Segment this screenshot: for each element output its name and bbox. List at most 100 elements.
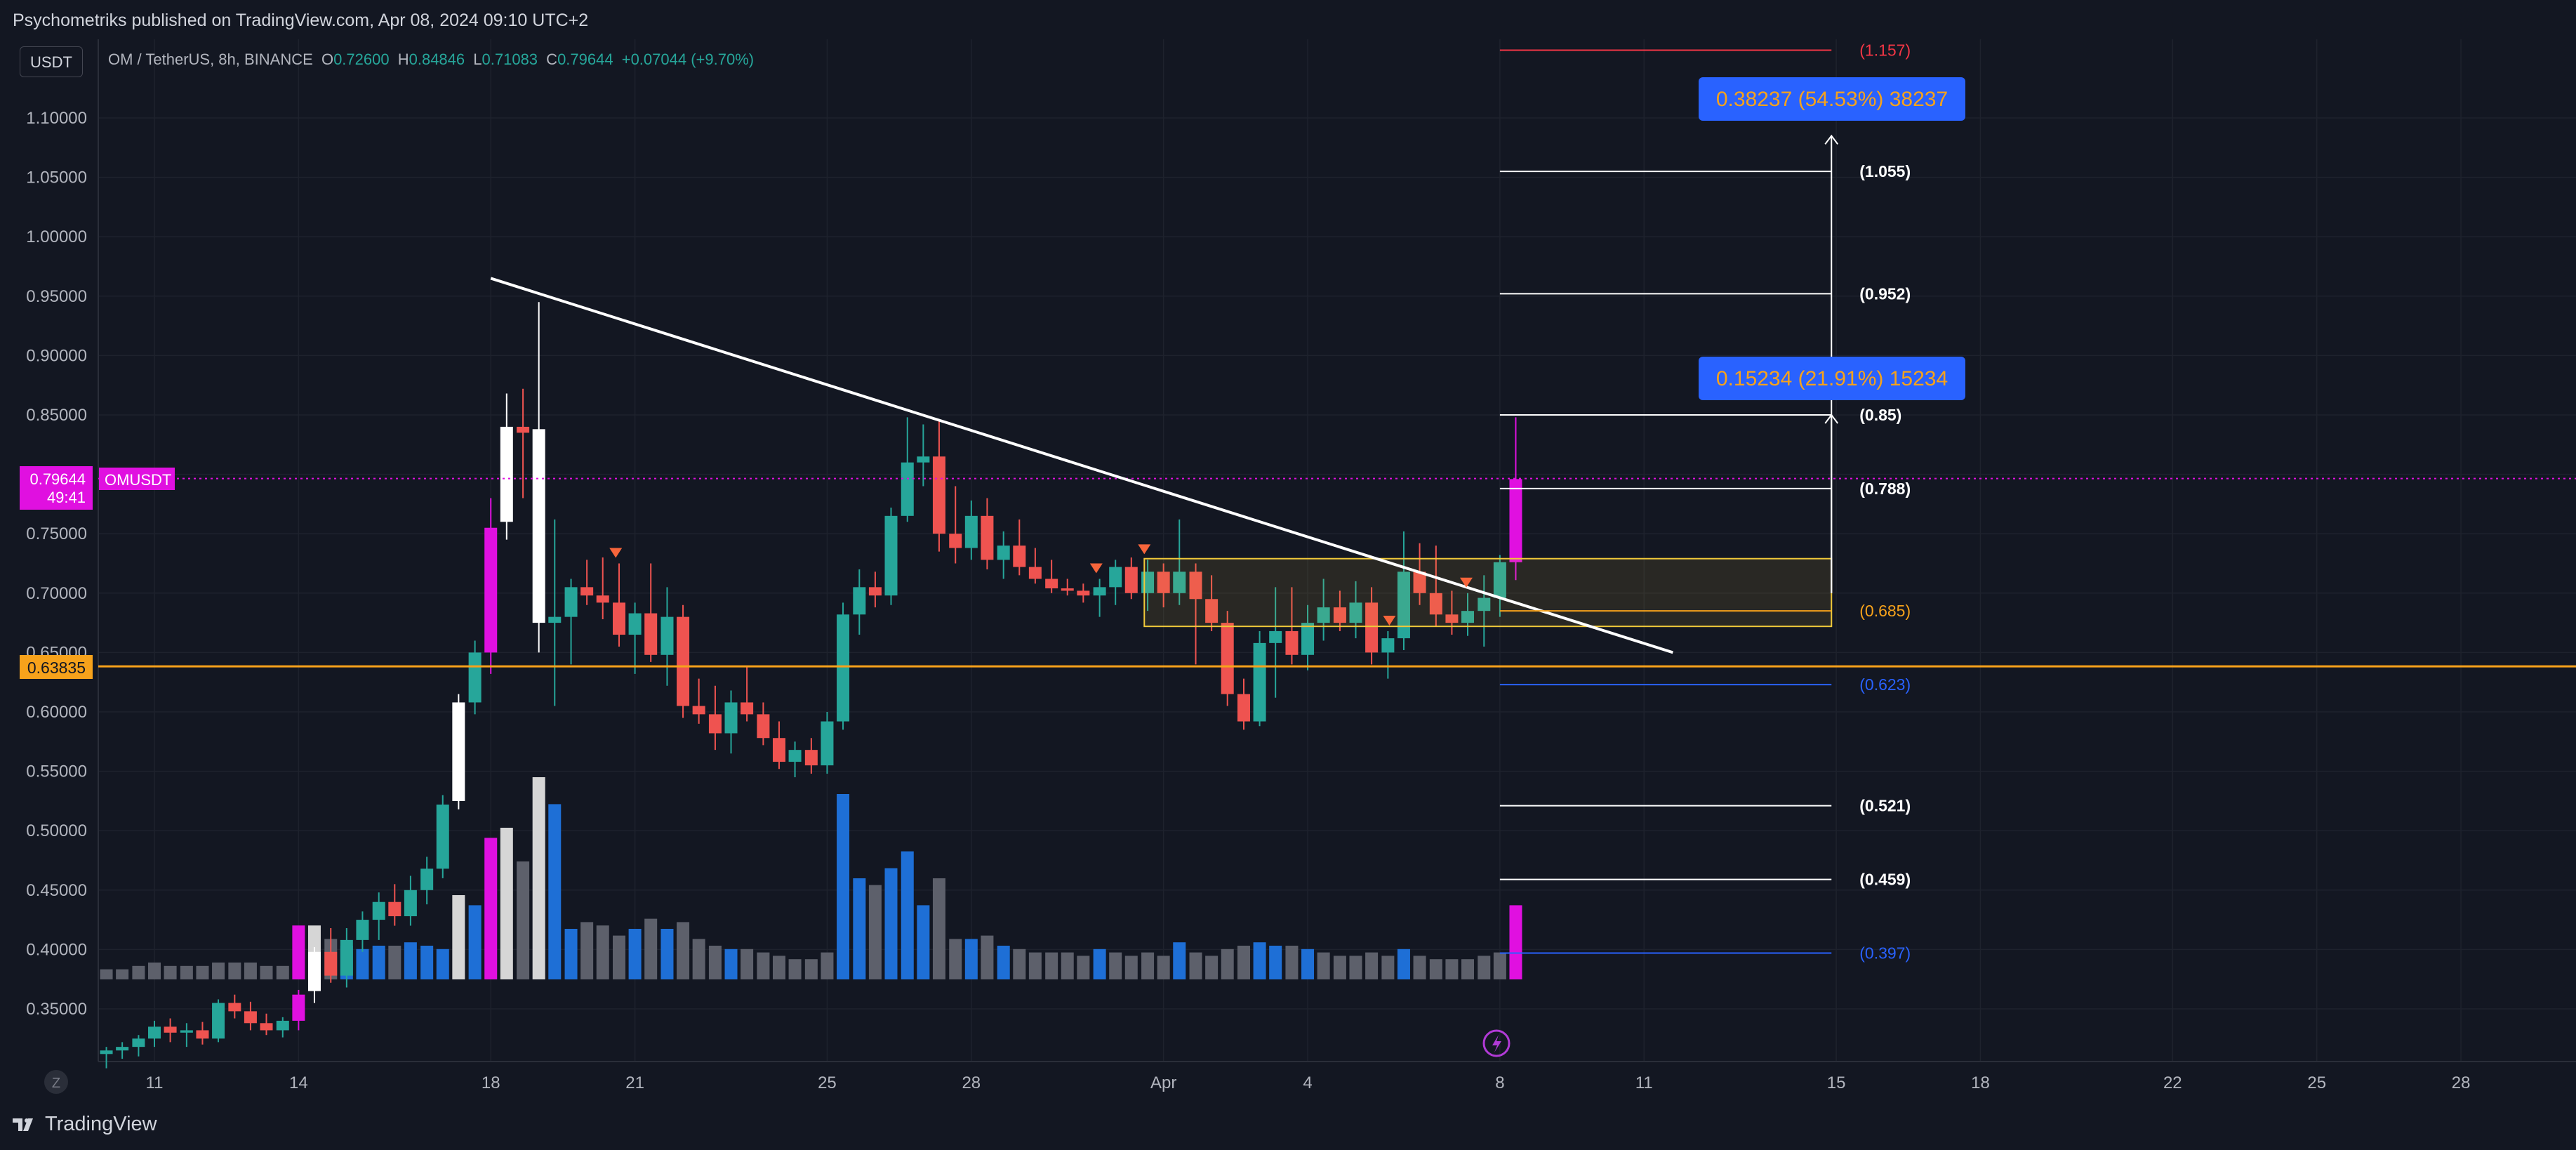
volume-bar — [1397, 949, 1410, 979]
trendline — [490, 277, 1673, 654]
candle-body — [180, 1030, 193, 1033]
volume-bar — [436, 949, 449, 979]
candle-body — [1253, 642, 1266, 722]
x-tick-label: 14 — [289, 1073, 308, 1092]
measure-label: 0.15234 (21.91%) 15234 — [1716, 367, 1948, 390]
volume-bar — [949, 939, 962, 979]
y-tick-label: 0.95000 — [26, 287, 87, 306]
candle-body — [580, 587, 594, 596]
candle-body — [1381, 638, 1395, 653]
header-bar: Psychometriks published on TradingView.c… — [0, 0, 2576, 39]
x-tick-label: 18 — [482, 1073, 500, 1092]
signal-marker — [1138, 544, 1151, 555]
candle-body — [1493, 562, 1506, 598]
volume-bar — [644, 918, 658, 979]
measure-arrow-head — [1824, 134, 1839, 145]
volume-bar — [1269, 946, 1282, 979]
tradingview-logo[interactable]: TradingView — [13, 1113, 157, 1136]
volume-bar — [660, 929, 674, 979]
brand-label: TradingView — [45, 1113, 157, 1135]
candle-body — [212, 1003, 225, 1039]
candle-body — [613, 602, 626, 635]
signal-marker — [1383, 615, 1396, 626]
candle-body — [644, 613, 658, 655]
volume-bar — [292, 925, 305, 979]
volume-bar — [997, 946, 1010, 979]
publish-info: Psychometriks published on TradingView.c… — [13, 11, 589, 30]
volume-bar — [1509, 905, 1522, 979]
volume-bar — [372, 946, 385, 979]
candle-body — [564, 587, 578, 617]
x-tick-label: 11 — [1635, 1073, 1653, 1092]
high-label: H — [397, 51, 409, 68]
volume-bar — [1365, 952, 1379, 979]
currency-button[interactable]: USDT — [20, 46, 83, 77]
current-price-badge — [20, 466, 93, 510]
candle-body — [628, 613, 642, 635]
y-tick-label: 0.90000 — [26, 346, 87, 365]
signal-marker — [609, 548, 623, 558]
candle-body — [932, 456, 945, 534]
y-tick-label: 0.50000 — [26, 821, 87, 840]
candle-body — [804, 750, 818, 766]
x-tick-label: 25 — [2307, 1073, 2326, 1092]
x-tick-label: 11 — [146, 1073, 164, 1092]
volume-bar — [884, 868, 898, 979]
volume-bar — [1478, 956, 1491, 979]
volume-bar — [1461, 959, 1475, 979]
volume-bar — [1381, 956, 1395, 979]
candle-body — [724, 702, 738, 734]
current-price-value: 0.79644 — [29, 470, 86, 488]
volume-bar — [276, 965, 289, 979]
volume-bar — [132, 965, 145, 979]
support-price-badge — [20, 655, 93, 679]
volume-bar — [1173, 942, 1186, 979]
signal-marker — [1089, 563, 1103, 574]
volume-bar — [1189, 952, 1202, 979]
volume-bar — [596, 925, 609, 979]
candle-body — [1445, 614, 1459, 623]
symbol-legend: OM / TetherUS, 8h, BINANCE O0.72600 H0.8… — [108, 51, 754, 69]
open-value: 0.72600 — [333, 51, 390, 68]
candle-body — [1045, 579, 1058, 589]
volume-bar — [708, 946, 722, 979]
volume-bar — [964, 939, 978, 979]
volume-bar — [1413, 956, 1426, 979]
volume-bar — [932, 878, 945, 979]
low-value: 0.71083 — [482, 51, 538, 68]
fib-level-label: (0.85) — [1859, 406, 1901, 424]
y-tick-label: 1.05000 — [26, 168, 87, 187]
symbol-title: OM / TetherUS, 8h, BINANCE — [108, 51, 313, 68]
candle-body — [148, 1026, 161, 1039]
close-value: 0.79644 — [557, 51, 613, 68]
volume-bar — [724, 949, 738, 979]
volume-bar — [500, 828, 513, 979]
volume-bar — [757, 952, 770, 979]
candle-body — [452, 702, 465, 801]
y-tick-label: 0.70000 — [26, 584, 87, 603]
candle-body — [821, 721, 834, 766]
candle-body — [1397, 571, 1410, 639]
volume-bar — [1045, 952, 1058, 979]
tradingview-logo-icon — [13, 1118, 33, 1131]
y-tick-label: 0.75000 — [26, 524, 87, 543]
candle-body — [1365, 602, 1379, 653]
candle-body — [901, 462, 914, 516]
measure-arrow-head — [1824, 414, 1839, 424]
candle-body — [517, 426, 530, 433]
candle-body — [788, 750, 802, 762]
candle-body — [917, 456, 930, 463]
volume-bar — [1109, 952, 1122, 979]
volume-bar — [868, 885, 882, 979]
fib-level-label: (0.685) — [1859, 602, 1911, 620]
candle-body — [853, 587, 866, 615]
z-button-label: Z — [52, 1076, 60, 1091]
candle-body — [1221, 623, 1234, 694]
volume-bar — [580, 922, 594, 979]
volume-bar — [1301, 949, 1315, 979]
y-tick-label: 1.10000 — [26, 109, 87, 128]
candle-body — [388, 901, 401, 917]
candle-body — [1333, 607, 1346, 623]
candle-body — [1285, 630, 1299, 655]
